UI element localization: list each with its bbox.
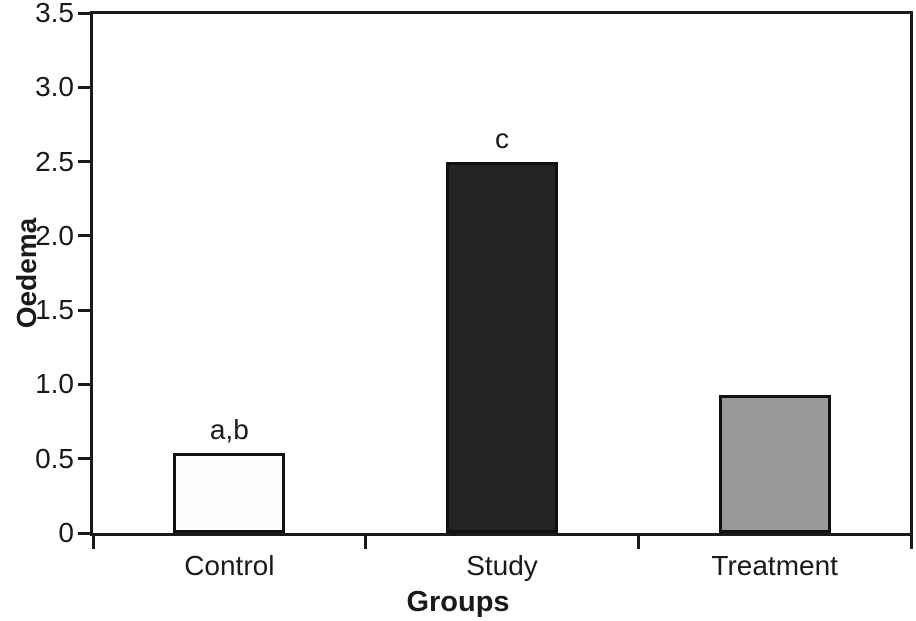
y-tick-mark [78,85,93,89]
bar-annotation: c [495,122,509,154]
y-tick-mark [78,457,93,461]
bar-annotation: a,b [209,413,249,445]
y-tick-mark [78,11,93,15]
y-tick-label: 0.5 [35,442,74,474]
y-tick-label: 2.5 [35,145,74,177]
x-tick-mark [364,533,368,549]
x-category-label: Treatment [711,550,838,581]
x-category-label: Control [184,550,275,581]
bar-treatment [718,394,831,533]
y-tick-label: 1.0 [35,368,74,400]
y-tick-label: 3.5 [35,0,74,28]
x-tick-mark [91,533,95,549]
y-tick-mark [78,308,93,312]
y-tick-label: 0 [58,517,74,548]
y-tick-label: 3.0 [35,71,74,103]
x-axis-title: Groups [406,586,510,618]
y-tick-label: 2.0 [35,219,74,251]
y-tick-mark [78,382,93,386]
bar-study [446,161,558,533]
x-tick-mark [909,533,913,549]
x-tick-mark [636,533,640,549]
y-tick-label: 1.5 [35,294,74,326]
x-category-label: Study [466,550,538,581]
y-tick-mark [78,234,93,238]
y-tick-mark [78,531,93,535]
bar-control [173,452,286,533]
y-tick-mark [78,160,93,164]
plot-area [90,11,913,536]
